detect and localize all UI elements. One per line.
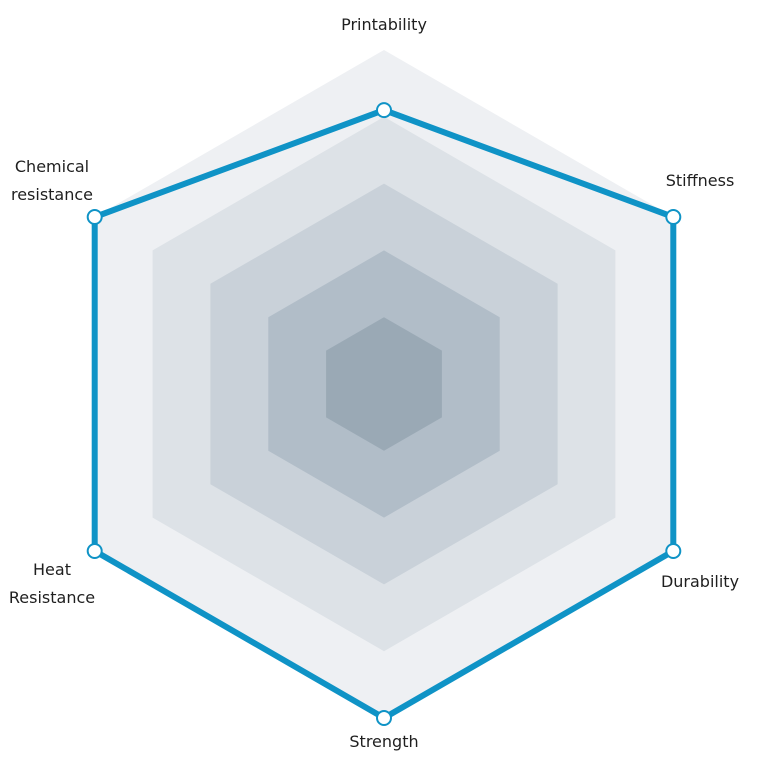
axis-label-printability: Printability xyxy=(341,15,427,34)
axis-label-chemical-resistance: Chemical resistance xyxy=(11,157,93,204)
data-point-heat-resistance xyxy=(86,543,103,559)
axis-label-durability: Durability xyxy=(661,572,739,591)
data-point-chemical-resistance xyxy=(86,209,103,225)
data-point-durability xyxy=(665,543,682,559)
axis-label-line: Resistance xyxy=(9,588,95,607)
data-markers xyxy=(86,102,682,726)
axis-label-line: Chemical xyxy=(15,157,89,176)
axis-label-line: Strength xyxy=(349,732,418,751)
axis-label-line: Printability xyxy=(341,15,427,34)
axis-label-line: Heat xyxy=(33,560,71,579)
background-bands xyxy=(94,50,674,718)
axis-label-line: Stiffness xyxy=(666,171,735,190)
axis-label-stiffness: Stiffness xyxy=(666,171,735,190)
axis-label-strength: Strength xyxy=(349,732,418,751)
axis-label-heat-resistance: Heat Resistance xyxy=(9,560,95,607)
axis-labels: Printability Stiffness Durability Strength H… xyxy=(9,15,739,751)
data-point-printability xyxy=(376,102,392,119)
data-point-stiffness xyxy=(665,209,682,225)
band-level-1 xyxy=(326,317,442,451)
data-point-strength xyxy=(376,710,392,726)
axis-label-line: Durability xyxy=(661,572,739,591)
axis-label-line: resistance xyxy=(11,185,93,204)
